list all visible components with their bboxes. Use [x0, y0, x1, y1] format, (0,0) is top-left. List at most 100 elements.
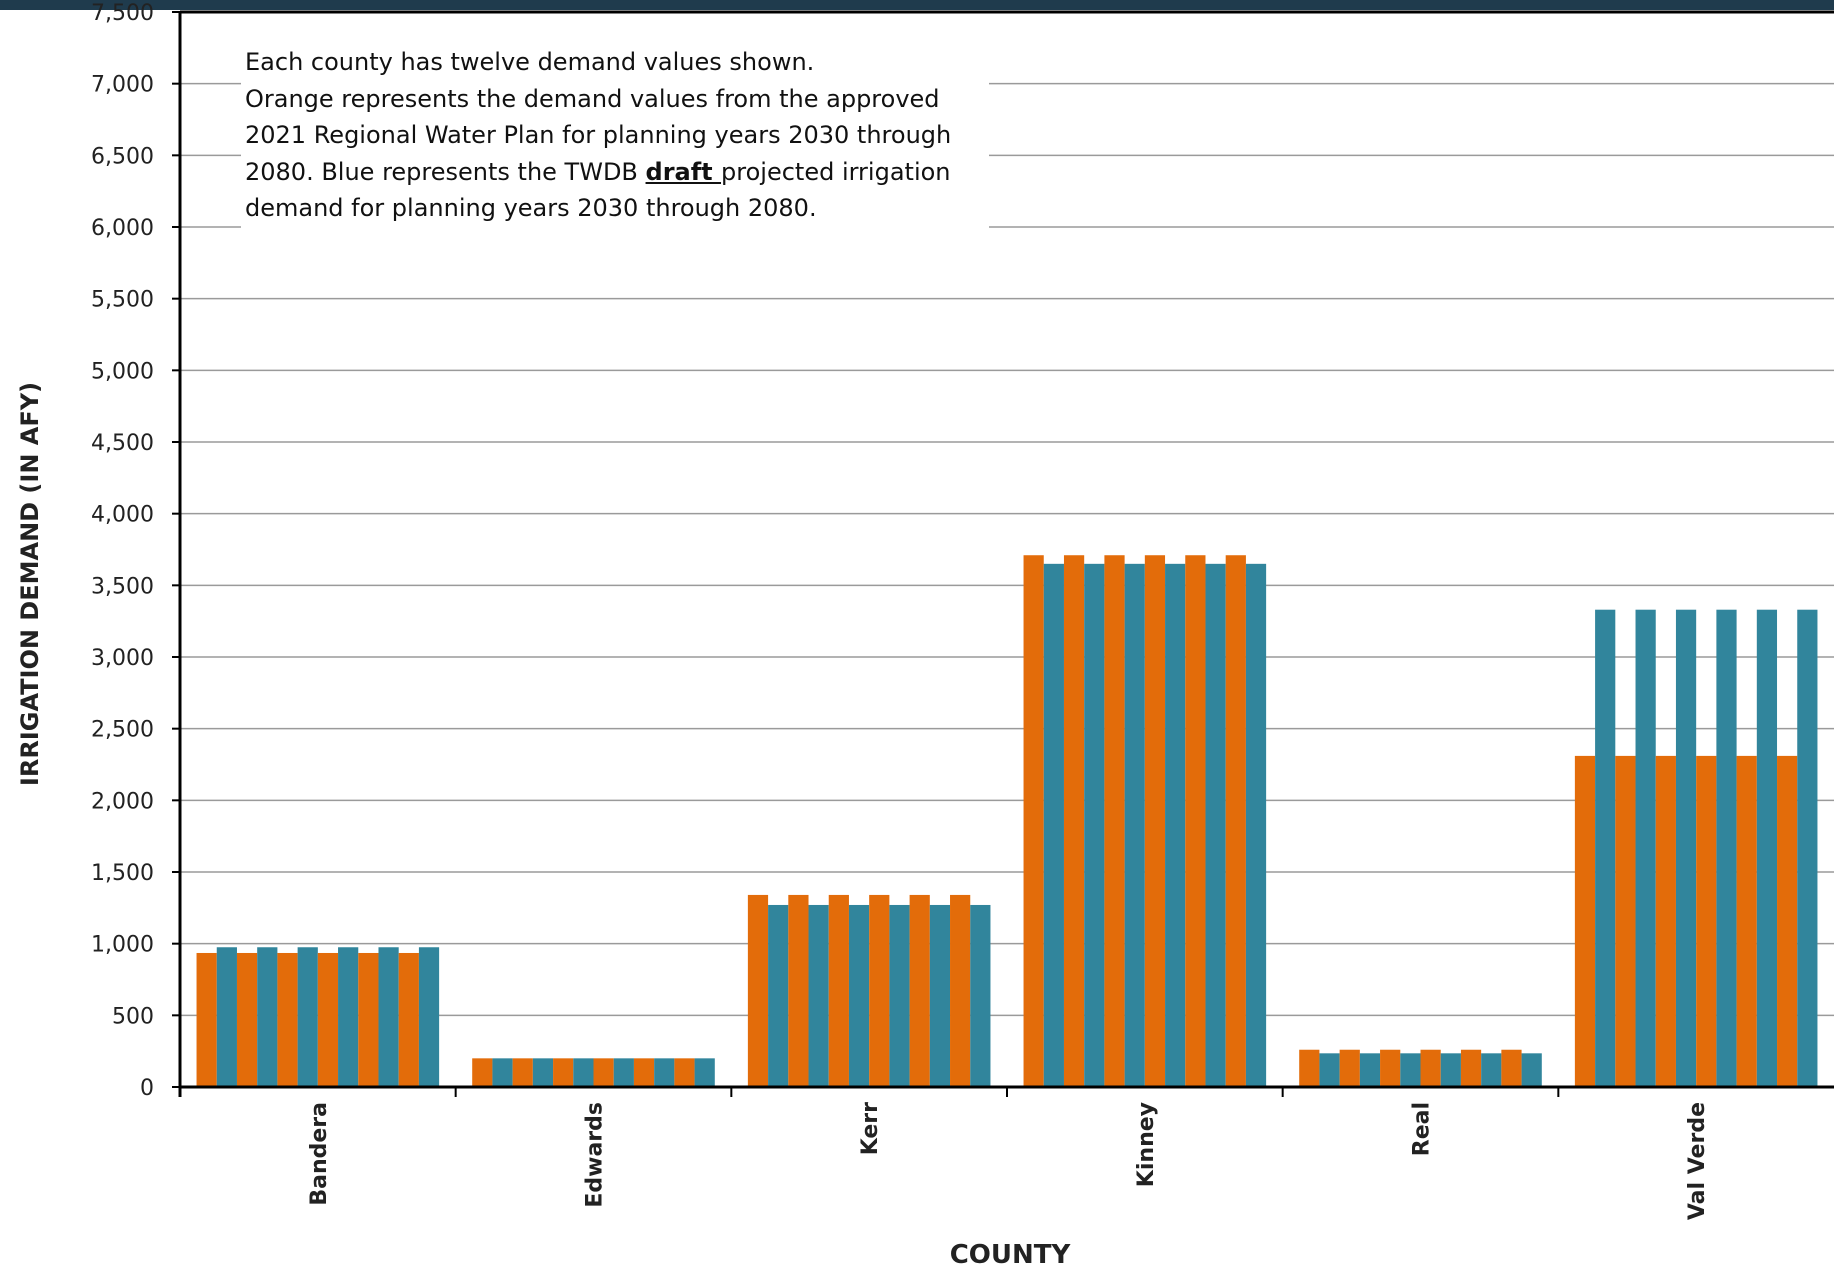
- bar: [1124, 563, 1145, 1087]
- x-tick-label: Real: [1410, 1102, 1435, 1156]
- bar: [1655, 755, 1676, 1087]
- bar: [1359, 1053, 1381, 1087]
- bar: [398, 952, 419, 1087]
- bar: [1574, 755, 1596, 1087]
- annotation-line: demand for planning years 2030 through 2…: [245, 194, 817, 222]
- y-tick-label: 5,500: [91, 288, 154, 313]
- y-tick-label: 7,500: [91, 1, 154, 26]
- bar: [788, 894, 809, 1087]
- bar: [1501, 1049, 1522, 1087]
- bar: [492, 1058, 513, 1087]
- top-banner: [0, 0, 1834, 10]
- x-tick-label: Edwards: [583, 1102, 608, 1208]
- y-tick-label: 3,500: [91, 574, 154, 599]
- bar: [929, 904, 951, 1087]
- bar: [338, 947, 359, 1087]
- y-tick-label: 4,000: [91, 503, 154, 528]
- x-axis-title: COUNTY: [950, 1240, 1072, 1267]
- bar: [553, 1058, 574, 1087]
- y-tick-label: 6,000: [91, 216, 154, 241]
- bar: [573, 1058, 594, 1087]
- bar: [1400, 1053, 1421, 1087]
- axes: [172, 10, 1834, 1097]
- bar: [196, 952, 217, 1087]
- annotation-line: 2080. Blue represents the TWDB draft pro…: [245, 154, 985, 191]
- bar: [1777, 755, 1798, 1087]
- y-axis-title: IRRIGATION DEMAND (IN AFY): [16, 382, 44, 786]
- bar: [277, 952, 298, 1087]
- y-tick-label: 4,500: [91, 431, 154, 456]
- bar: [1440, 1053, 1461, 1087]
- bar: [512, 1058, 533, 1087]
- bar: [358, 952, 379, 1087]
- bar: [297, 947, 318, 1087]
- bar: [472, 1058, 493, 1087]
- bar: [848, 904, 870, 1087]
- bar: [378, 947, 399, 1087]
- annotation-line: Each county has twelve demand values sho…: [245, 48, 815, 76]
- bar: [1420, 1049, 1441, 1087]
- bars: [196, 555, 1818, 1087]
- tick-labels: 0 500 1,000 1,500 2,000 2,500 3,000 3,500 4,000 4…: [91, 1, 1710, 1220]
- annotation-line: 2021 Regional Water Plan for planning ye…: [245, 121, 952, 149]
- y-tick-label: 500: [112, 1004, 154, 1029]
- bar: [1675, 609, 1697, 1087]
- annotation-draft-emphasis: draft: [645, 157, 722, 186]
- bar: [768, 904, 789, 1087]
- bar: [1084, 563, 1105, 1087]
- bar: [808, 904, 829, 1087]
- bar: [1104, 555, 1125, 1087]
- bar: [694, 1058, 715, 1087]
- x-tick-label: Bandera: [307, 1102, 332, 1206]
- bar: [1165, 563, 1186, 1087]
- bar: [950, 894, 971, 1087]
- x-tick-label: Kerr: [858, 1102, 883, 1155]
- y-tick-label: 1,000: [91, 933, 154, 958]
- y-tick-label: 3,000: [91, 646, 154, 671]
- bar: [1339, 1049, 1360, 1087]
- y-tick-label: 6,500: [91, 144, 154, 169]
- y-tick-label: 5,000: [91, 359, 154, 384]
- bar: [1319, 1053, 1340, 1087]
- bar: [593, 1058, 614, 1087]
- bar: [1205, 563, 1226, 1087]
- annotation-text: projected irrigation: [721, 157, 951, 186]
- bar: [1595, 609, 1616, 1087]
- bar: [1063, 555, 1085, 1087]
- bar: [613, 1058, 634, 1087]
- bar: [257, 947, 278, 1087]
- bar: [1023, 555, 1044, 1087]
- y-tick-label: 7,000: [91, 73, 154, 98]
- bar: [532, 1058, 554, 1087]
- bar: [869, 894, 890, 1087]
- bar: [1716, 609, 1737, 1087]
- bar: [889, 904, 910, 1087]
- bar: [970, 904, 991, 1087]
- bar: [674, 1058, 695, 1087]
- bar: [1460, 1049, 1482, 1087]
- bar: [1380, 1049, 1401, 1087]
- bar: [909, 894, 930, 1087]
- bar: [1043, 563, 1064, 1087]
- x-tick-label: Kinney: [1134, 1102, 1159, 1187]
- bar: [747, 894, 769, 1087]
- bar: [1299, 1049, 1320, 1087]
- bar: [1144, 555, 1166, 1087]
- y-tick-label: 2,500: [91, 718, 154, 743]
- y-tick-label: 2,000: [91, 789, 154, 814]
- y-tick-label: 0: [140, 1076, 154, 1101]
- bar: [1245, 563, 1267, 1087]
- bar: [1635, 609, 1656, 1087]
- bar: [1185, 555, 1206, 1087]
- bar: [1696, 755, 1717, 1087]
- bar: [1756, 609, 1778, 1087]
- annotation-line: Orange represents the demand values from…: [245, 84, 940, 113]
- bar: [1736, 755, 1757, 1087]
- x-tick-label: Val Verde: [1685, 1102, 1710, 1220]
- bar: [1615, 755, 1636, 1087]
- bar: [216, 947, 237, 1087]
- bar: [1225, 555, 1246, 1087]
- bar: [1797, 609, 1818, 1087]
- y-tick-label: 1,500: [91, 861, 154, 886]
- bar: [828, 894, 849, 1087]
